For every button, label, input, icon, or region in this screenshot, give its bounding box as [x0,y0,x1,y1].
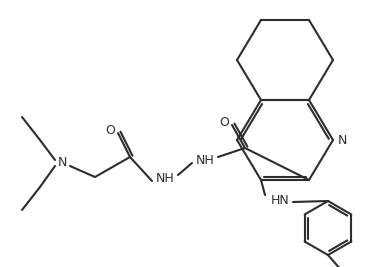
Text: O: O [105,124,115,136]
Text: N: N [57,156,67,170]
Text: HN: HN [271,194,289,206]
Text: O: O [219,116,229,128]
Text: NH: NH [195,154,214,167]
Text: NH: NH [156,171,175,184]
Text: N: N [337,135,347,147]
